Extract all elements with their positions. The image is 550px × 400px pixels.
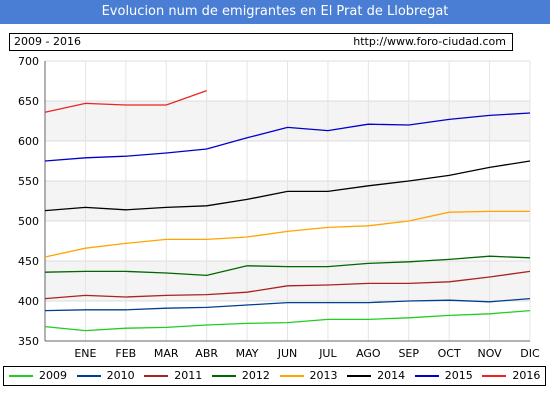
legend-swatch [347,375,372,377]
x-tick-label: DIC [520,347,540,360]
y-tick-label: 600 [18,135,39,148]
legend-item-2011: 2011 [144,367,207,385]
series-line-2009 [44,309,531,332]
x-tick-label: ENE [74,347,96,360]
series-line-2011 [44,270,531,300]
legend-label: 2010 [106,369,135,382]
x-tick-label: JUN [277,347,298,360]
info-box: 2009 - 2016 http://www.foro-ciudad.com [9,33,513,51]
x-tick-label: NOV [477,347,502,360]
y-tick-label: 550 [18,175,39,188]
y-tick-label: 500 [18,215,39,228]
y-tick-label: 650 [18,95,39,108]
legend-item-2016: 2016 [482,367,545,385]
y-tick-label: 450 [18,255,39,268]
x-tick-label: FEB [115,347,136,360]
legend-item-2015: 2015 [414,367,478,385]
x-tick-label: MAR [154,347,179,360]
series-line-2013 [44,210,530,258]
x-tick-label: ABR [195,347,218,360]
x-tick-label: AGO [356,347,381,360]
legend-label: 2016 [512,369,541,382]
y-tick-label: 700 [18,55,39,68]
y-tick-label: 400 [18,295,39,308]
legend-swatch [9,375,33,377]
chart-legend: 2009 2010 2011 2012 2013 2014 2015 2016 [3,366,546,386]
legend-swatch [144,375,169,377]
legend-item-2012: 2012 [211,367,275,385]
legend-swatch [76,375,101,377]
legend-label: 2014 [377,369,406,382]
chart-title: Evolucion num de emigrantes en El Prat d… [0,0,550,24]
legend-label: 2012 [241,369,270,382]
legend-label: 2009 [39,369,67,382]
legend-item-2014: 2014 [347,367,410,385]
legend-item-2013: 2013 [279,367,343,385]
period-label: 2009 - 2016 [14,35,81,48]
legend-label: 2013 [309,369,338,382]
legend-swatch [482,375,507,377]
x-tick-label: JUL [318,347,337,360]
legend-item-2010: 2010 [76,367,140,385]
y-tick-label: 350 [18,335,39,348]
legend-swatch [211,375,236,377]
x-tick-label: SEP [398,347,419,360]
x-tick-label: MAY [236,347,259,360]
legend-label: 2011 [174,369,203,382]
x-tick-label: OCT [438,347,461,360]
series-line-2010 [44,297,531,312]
series-line-2012 [44,255,531,277]
legend-swatch [279,375,304,377]
source-url: http://www.foro-ciudad.com [353,35,506,48]
legend-label: 2015 [444,369,473,382]
legend-item-2009: 2009 [9,367,72,385]
series-line-2015 [44,112,531,162]
series-line-2016 [44,89,207,113]
legend-swatch [414,375,439,377]
series-line-2014 [44,160,531,212]
